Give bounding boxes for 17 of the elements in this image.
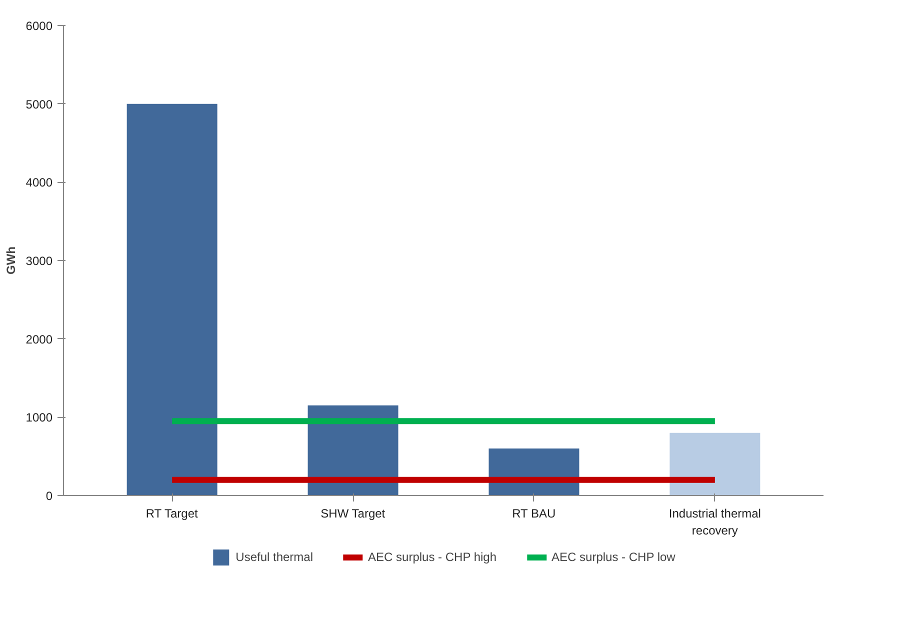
- y-tick-label: 1000: [26, 410, 53, 425]
- y-tick-label: 6000: [26, 19, 53, 33]
- x-tick-label: SHW Target: [320, 506, 386, 520]
- bar: [126, 104, 218, 496]
- legend-label: AEC surplus - CHP low: [552, 550, 676, 564]
- x-tick-label: RT Target: [146, 506, 199, 520]
- legend-label: Useful thermal: [236, 550, 314, 564]
- y-tick-label: 4000: [26, 176, 53, 190]
- legend-label: AEC surplus - CHP high: [368, 550, 497, 564]
- y-tick-label: 5000: [26, 97, 53, 112]
- bar: [670, 432, 760, 496]
- y-tick-label: 3000: [26, 254, 53, 268]
- y-axis-title: GWh: [4, 246, 18, 274]
- x-tick-label: RT BAU: [512, 506, 556, 520]
- x-tick-label: Industrial thermal recovery: [668, 506, 761, 538]
- y-tick-label: 2000: [26, 332, 53, 346]
- y-tick-label: 0: [46, 489, 53, 503]
